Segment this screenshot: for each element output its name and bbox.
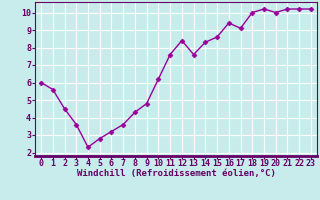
X-axis label: Windchill (Refroidissement éolien,°C): Windchill (Refroidissement éolien,°C) <box>76 169 276 178</box>
